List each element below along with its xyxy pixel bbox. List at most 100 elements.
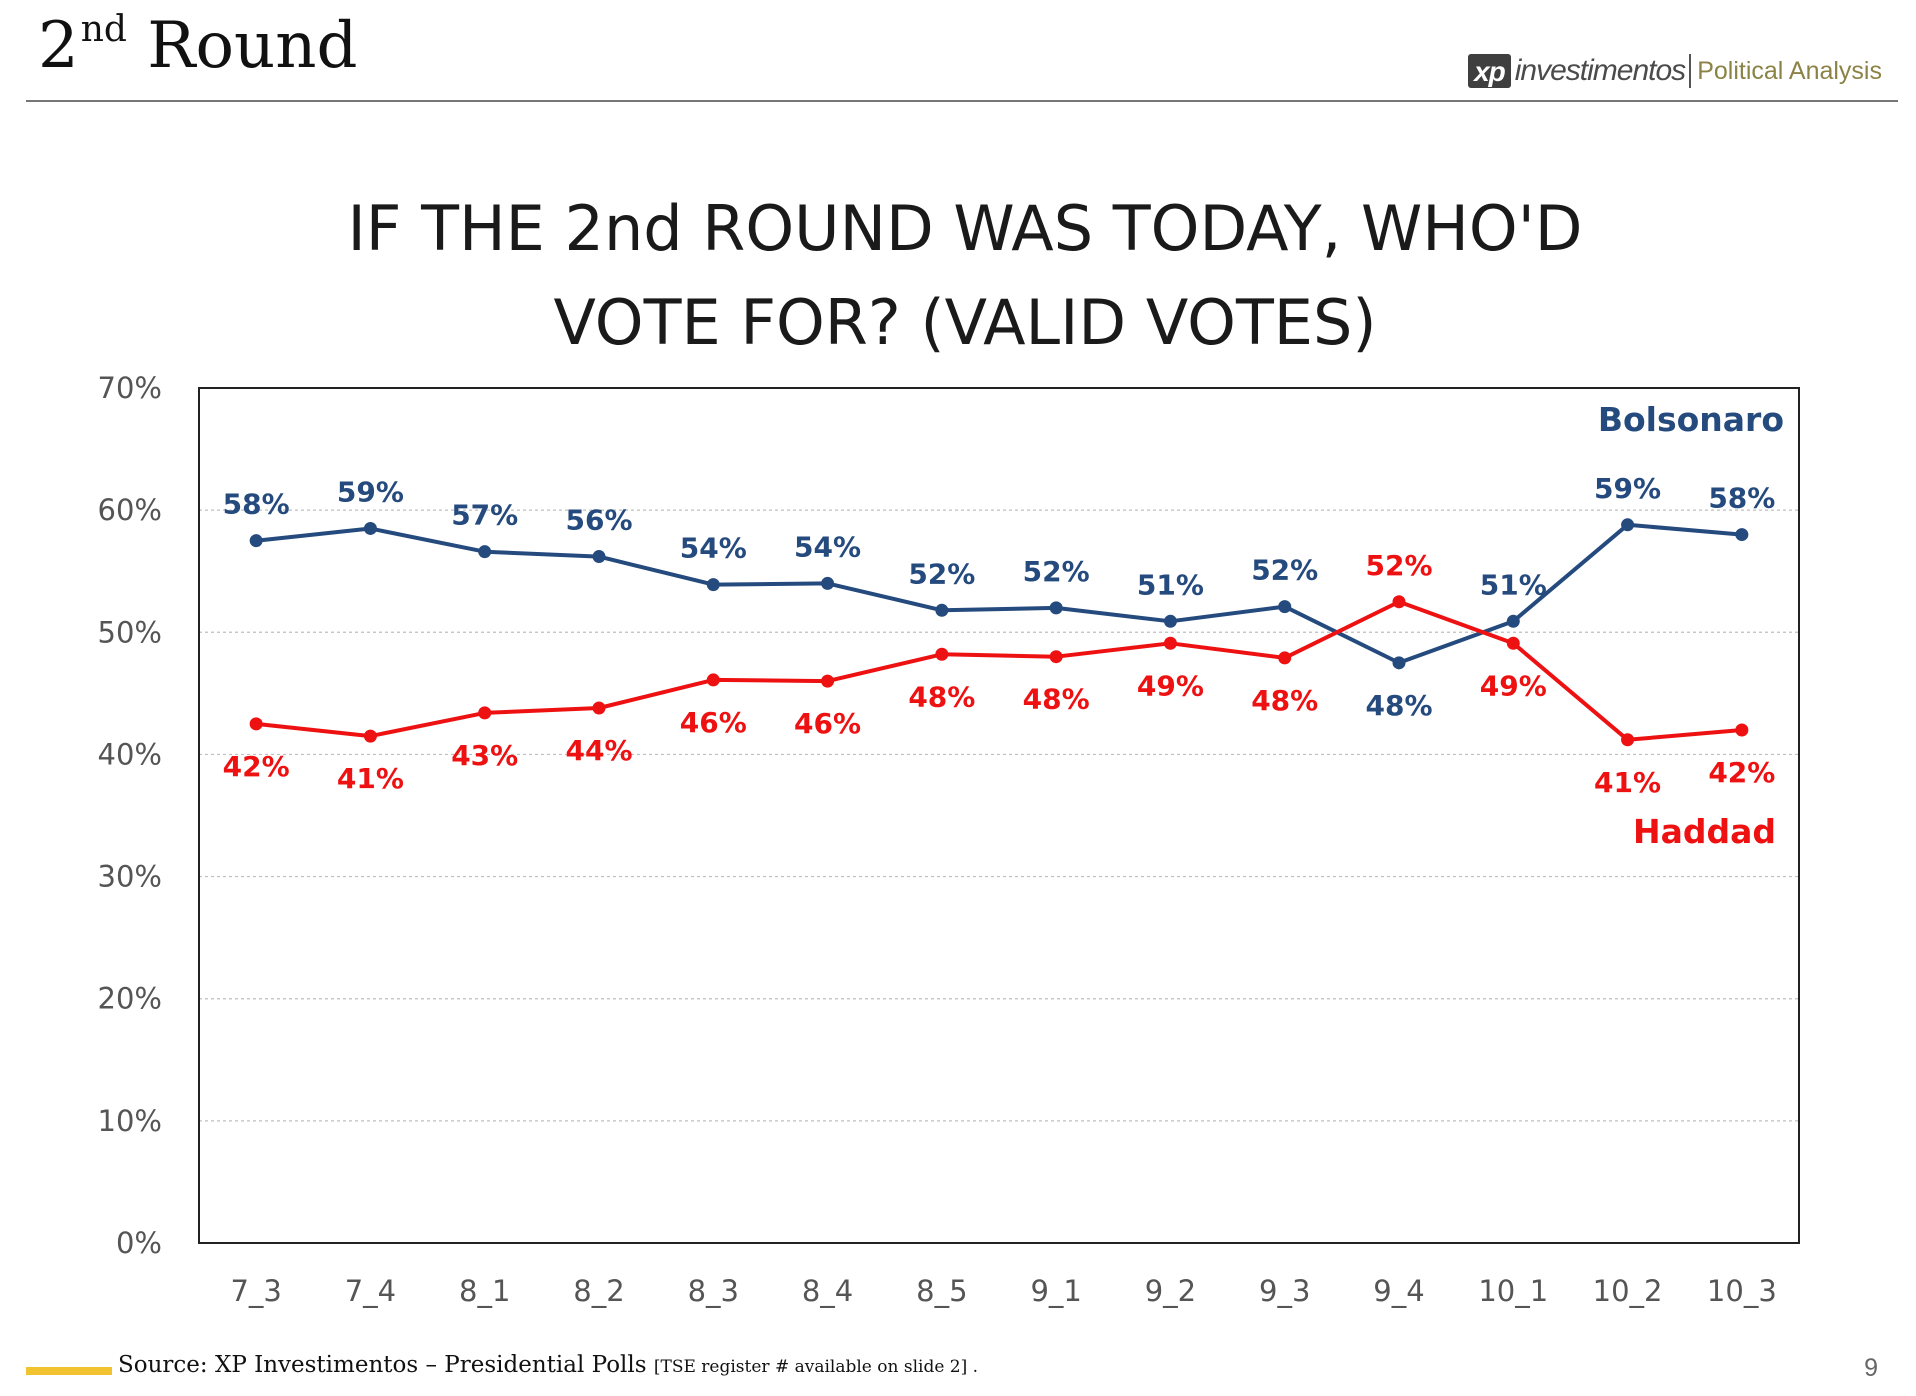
data-point-bolsonaro bbox=[1621, 518, 1635, 532]
data-label-bolsonaro: 51% bbox=[1137, 568, 1204, 601]
data-point-haddad bbox=[478, 706, 492, 720]
y-tick-label: 30% bbox=[98, 860, 162, 894]
chart-title: IF THE 2nd ROUND WAS TODAY, WHO'D VOTE F… bbox=[0, 182, 1916, 370]
x-tick-label: 8_1 bbox=[459, 1274, 510, 1308]
data-point-haddad bbox=[1506, 636, 1520, 650]
gridlines bbox=[199, 509, 1799, 1122]
y-tick-label: 40% bbox=[98, 737, 162, 771]
data-point-bolsonaro bbox=[935, 603, 949, 617]
data-point-haddad bbox=[363, 729, 377, 743]
footer-source: Source: XP Investimentos – Presidential … bbox=[118, 1352, 978, 1378]
x-tick-label: 7_3 bbox=[230, 1274, 281, 1308]
data-label-bolsonaro: 56% bbox=[565, 504, 632, 537]
x-tick-label: 9_4 bbox=[1373, 1274, 1424, 1308]
data-label-bolsonaro: 48% bbox=[1365, 689, 1432, 722]
series-lines bbox=[249, 518, 1749, 747]
y-tick-label: 70% bbox=[98, 371, 162, 405]
xp-logo-icon: xp bbox=[1468, 54, 1511, 88]
slide-title-ordinal: nd bbox=[80, 9, 127, 50]
chart-title-line-1: IF THE 2nd ROUND WAS TODAY, WHO'D bbox=[347, 192, 1583, 265]
x-tick-label: 8_4 bbox=[802, 1274, 853, 1308]
data-label-haddad: 48% bbox=[1251, 684, 1318, 717]
x-tick-label: 8_2 bbox=[573, 1274, 624, 1308]
data-point-bolsonaro bbox=[821, 576, 835, 590]
data-label-haddad: 52% bbox=[1365, 549, 1432, 582]
data-label-bolsonaro: 54% bbox=[794, 530, 861, 563]
y-tick-label: 10% bbox=[98, 1104, 162, 1138]
data-point-haddad bbox=[935, 647, 949, 661]
data-point-bolsonaro bbox=[1392, 656, 1406, 670]
plot-area-frame bbox=[198, 387, 1800, 1244]
data-label-haddad: 46% bbox=[794, 707, 861, 740]
data-point-bolsonaro bbox=[363, 521, 377, 535]
data-point-haddad bbox=[1621, 733, 1635, 747]
data-label-haddad: 48% bbox=[908, 680, 975, 713]
footer-source-text: Source: XP Investimentos – Presidential … bbox=[118, 1352, 647, 1378]
slide-title: 2nd Round bbox=[38, 12, 357, 79]
x-tick-label: 9_3 bbox=[1259, 1274, 1310, 1308]
data-label-bolsonaro: 51% bbox=[1480, 568, 1547, 601]
series-line-bolsonaro bbox=[255, 522, 1743, 665]
y-tick-label: 0% bbox=[116, 1226, 162, 1260]
x-tick-label: 9_1 bbox=[1030, 1274, 1081, 1308]
data-point-haddad bbox=[1392, 595, 1406, 609]
brand-separator bbox=[1689, 54, 1692, 88]
data-point-haddad bbox=[821, 674, 835, 688]
x-tick-label: 8_3 bbox=[688, 1274, 739, 1308]
data-label-haddad: 49% bbox=[1137, 669, 1204, 702]
data-label-haddad: 46% bbox=[680, 706, 747, 739]
brand-tagline: Political Analysis bbox=[1697, 56, 1882, 85]
footer-source-note: [TSE register # available on slide 2] . bbox=[653, 1357, 979, 1377]
data-point-bolsonaro bbox=[1049, 601, 1063, 615]
data-label-bolsonaro: 59% bbox=[1594, 472, 1661, 505]
y-tick-label: 60% bbox=[98, 493, 162, 527]
data-label-bolsonaro: 58% bbox=[223, 488, 290, 521]
data-label-haddad: 41% bbox=[337, 762, 404, 795]
series-name-bolsonaro: Bolsonaro bbox=[1598, 400, 1784, 439]
chart-title-line-2: VOTE FOR? (VALID VOTES) bbox=[553, 286, 1377, 359]
data-label-bolsonaro: 58% bbox=[1708, 482, 1775, 515]
x-tick-label: 10_1 bbox=[1478, 1274, 1548, 1308]
series-name-haddad: Haddad bbox=[1633, 812, 1776, 851]
data-label-bolsonaro: 52% bbox=[1251, 554, 1318, 587]
data-point-bolsonaro bbox=[1278, 600, 1292, 614]
data-point-haddad bbox=[592, 701, 606, 715]
y-axis-ticks: 0% 10% 20% 30% 40% 50% 60% 70% bbox=[98, 371, 162, 1260]
x-tick-label: 9_2 bbox=[1145, 1274, 1196, 1308]
data-label-haddad: 44% bbox=[565, 734, 632, 767]
data-label-haddad: 49% bbox=[1480, 669, 1547, 702]
x-axis-ticks: 7_3 7_4 8_1 8_2 8_3 8_4 8_5 9_1 9_2 9_3 9_4 10_1 10_… bbox=[230, 1274, 1776, 1308]
y-tick-label: 50% bbox=[98, 615, 162, 649]
data-point-bolsonaro bbox=[249, 534, 263, 548]
data-label-haddad: 43% bbox=[451, 739, 518, 772]
slide-title-word: Round bbox=[147, 9, 358, 83]
slide-title-number: 2 bbox=[38, 9, 79, 83]
x-tick-label: 8_5 bbox=[916, 1274, 967, 1308]
footer-accent-bar bbox=[26, 1367, 112, 1375]
data-point-haddad bbox=[1163, 636, 1177, 650]
data-point-bolsonaro bbox=[1735, 528, 1749, 542]
data-point-bolsonaro bbox=[592, 550, 606, 564]
data-point-bolsonaro bbox=[1506, 614, 1520, 628]
data-point-haddad bbox=[1049, 650, 1063, 664]
data-label-haddad: 42% bbox=[223, 750, 290, 783]
data-point-haddad bbox=[706, 673, 720, 687]
x-tick-label: 10_3 bbox=[1707, 1274, 1777, 1308]
data-label-haddad: 41% bbox=[1594, 766, 1661, 799]
data-label-bolsonaro: 59% bbox=[337, 475, 404, 508]
data-label-bolsonaro: 52% bbox=[908, 557, 975, 590]
data-point-bolsonaro bbox=[1163, 614, 1177, 628]
data-point-haddad bbox=[1735, 723, 1749, 737]
x-tick-label: 10_2 bbox=[1593, 1274, 1663, 1308]
data-point-haddad bbox=[249, 717, 263, 731]
data-label-bolsonaro: 52% bbox=[1023, 555, 1090, 588]
x-tick-label: 7_4 bbox=[345, 1274, 396, 1308]
header-divider bbox=[26, 100, 1898, 102]
data-label-haddad: 48% bbox=[1023, 683, 1090, 716]
data-label-bolsonaro: 54% bbox=[680, 532, 747, 565]
data-label-haddad: 42% bbox=[1708, 756, 1775, 789]
data-point-bolsonaro bbox=[706, 578, 720, 592]
series-line-haddad bbox=[255, 599, 1743, 742]
data-point-haddad bbox=[1278, 651, 1292, 665]
